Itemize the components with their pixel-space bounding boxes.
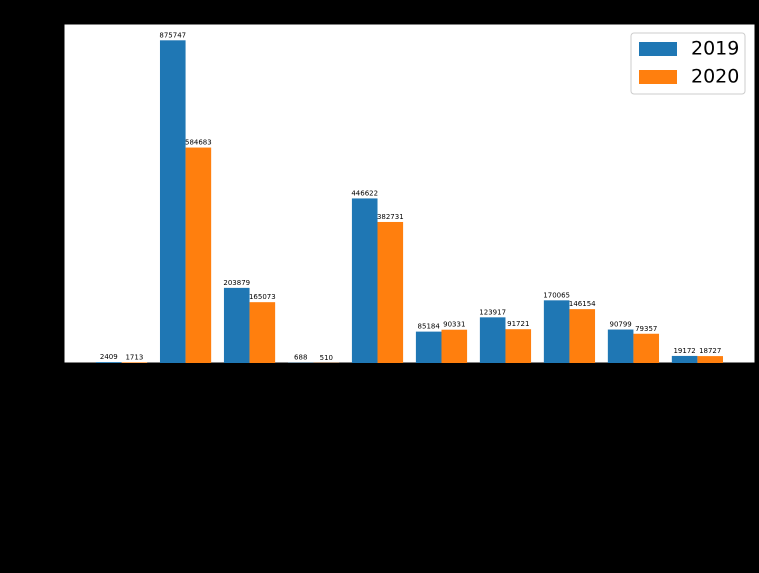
data-label: 123917 (479, 308, 506, 316)
bar (671, 355, 698, 363)
data-label: 688 (294, 354, 307, 362)
bar (505, 329, 532, 363)
bar (697, 356, 724, 363)
data-label: 1713 (125, 353, 143, 361)
data-label: 85184 (418, 323, 441, 331)
data-label: 90331 (443, 321, 465, 329)
legend-swatch (639, 42, 677, 56)
data-label: 446622 (351, 189, 378, 197)
data-label: 2409 (100, 353, 118, 361)
bar (479, 317, 506, 363)
bar (633, 333, 660, 363)
data-label: 19172 (673, 347, 695, 355)
bar (121, 362, 148, 363)
legend-swatch (639, 70, 677, 84)
data-label: 18727 (699, 347, 721, 355)
data-label: 79357 (635, 325, 657, 333)
legend-label: 2020 (691, 66, 739, 88)
bar (543, 300, 570, 363)
legend-label: 2019 (691, 38, 739, 60)
bar (95, 362, 122, 363)
data-label: 382731 (377, 213, 404, 221)
bar (415, 331, 442, 363)
data-label: 146154 (569, 300, 596, 308)
bar (377, 221, 404, 363)
data-label: 510 (320, 354, 333, 362)
data-label: 584683 (185, 139, 212, 147)
bar (351, 198, 378, 363)
bar (249, 302, 276, 363)
bar (569, 309, 596, 363)
bar (159, 40, 186, 363)
bar (607, 329, 634, 363)
bar (223, 287, 250, 363)
data-label: 203879 (223, 279, 250, 287)
bar (441, 329, 468, 363)
data-label: 91721 (507, 320, 529, 328)
data-label: 170065 (543, 291, 570, 299)
data-label: 875747 (159, 31, 186, 39)
bar (185, 147, 212, 363)
data-label: 165073 (249, 293, 276, 301)
data-label: 90799 (609, 321, 631, 329)
